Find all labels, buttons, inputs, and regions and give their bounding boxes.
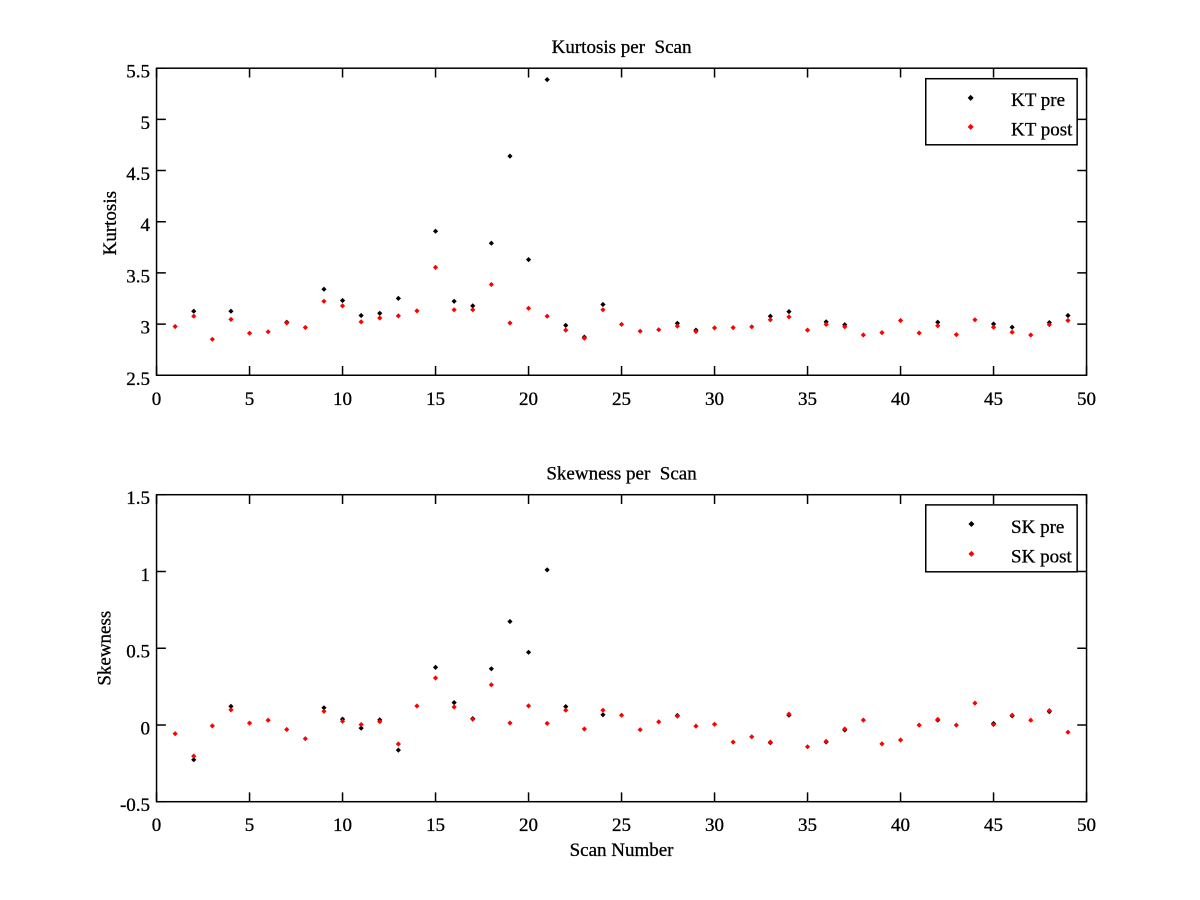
svg-text:40: 40 [891, 389, 910, 410]
svg-text:Skewness: Skewness [95, 611, 116, 686]
svg-text:3.5: 3.5 [126, 266, 150, 287]
svg-text:-0.5: -0.5 [120, 795, 150, 816]
svg-text:4: 4 [141, 215, 151, 236]
svg-text:25: 25 [612, 815, 631, 836]
svg-text:15: 15 [426, 389, 445, 410]
svg-text:35: 35 [798, 389, 817, 410]
svg-text:2.5: 2.5 [126, 369, 150, 390]
svg-text:1: 1 [141, 565, 151, 586]
svg-text:40: 40 [891, 815, 910, 836]
svg-text:0.5: 0.5 [126, 642, 150, 663]
svg-text:45: 45 [984, 815, 1003, 836]
svg-text:5: 5 [245, 389, 255, 410]
svg-text:KT pre: KT pre [1011, 90, 1065, 111]
svg-text:4.5: 4.5 [126, 164, 150, 185]
svg-text:0: 0 [152, 815, 162, 836]
svg-text:0: 0 [141, 719, 151, 740]
svg-text:1.5: 1.5 [126, 488, 150, 509]
svg-text:SK post: SK post [1011, 546, 1072, 567]
svg-text:KT post: KT post [1011, 120, 1073, 141]
svg-text:15: 15 [426, 815, 445, 836]
svg-text:Kurtosis per Scan: Kurtosis per Scan [552, 37, 692, 58]
svg-text:10: 10 [333, 389, 352, 410]
svg-text:5: 5 [141, 113, 151, 134]
svg-text:10: 10 [333, 815, 352, 836]
svg-text:30: 30 [705, 389, 724, 410]
svg-text:5.5: 5.5 [126, 62, 150, 83]
svg-text:20: 20 [519, 389, 538, 410]
svg-text:35: 35 [798, 815, 817, 836]
svg-text:SK pre: SK pre [1011, 517, 1064, 538]
svg-text:3: 3 [141, 318, 151, 339]
svg-text:5: 5 [245, 815, 255, 836]
svg-text:20: 20 [519, 815, 538, 836]
svg-text:Scan Number: Scan Number [570, 840, 675, 861]
svg-text:Skewness per Scan: Skewness per Scan [546, 464, 697, 485]
svg-text:50: 50 [1077, 815, 1096, 836]
svg-text:Kurtosis: Kurtosis [100, 191, 121, 255]
svg-text:25: 25 [612, 389, 631, 410]
svg-text:30: 30 [705, 815, 724, 836]
svg-text:45: 45 [984, 389, 1003, 410]
svg-text:50: 50 [1077, 389, 1096, 410]
svg-text:0: 0 [152, 389, 162, 410]
